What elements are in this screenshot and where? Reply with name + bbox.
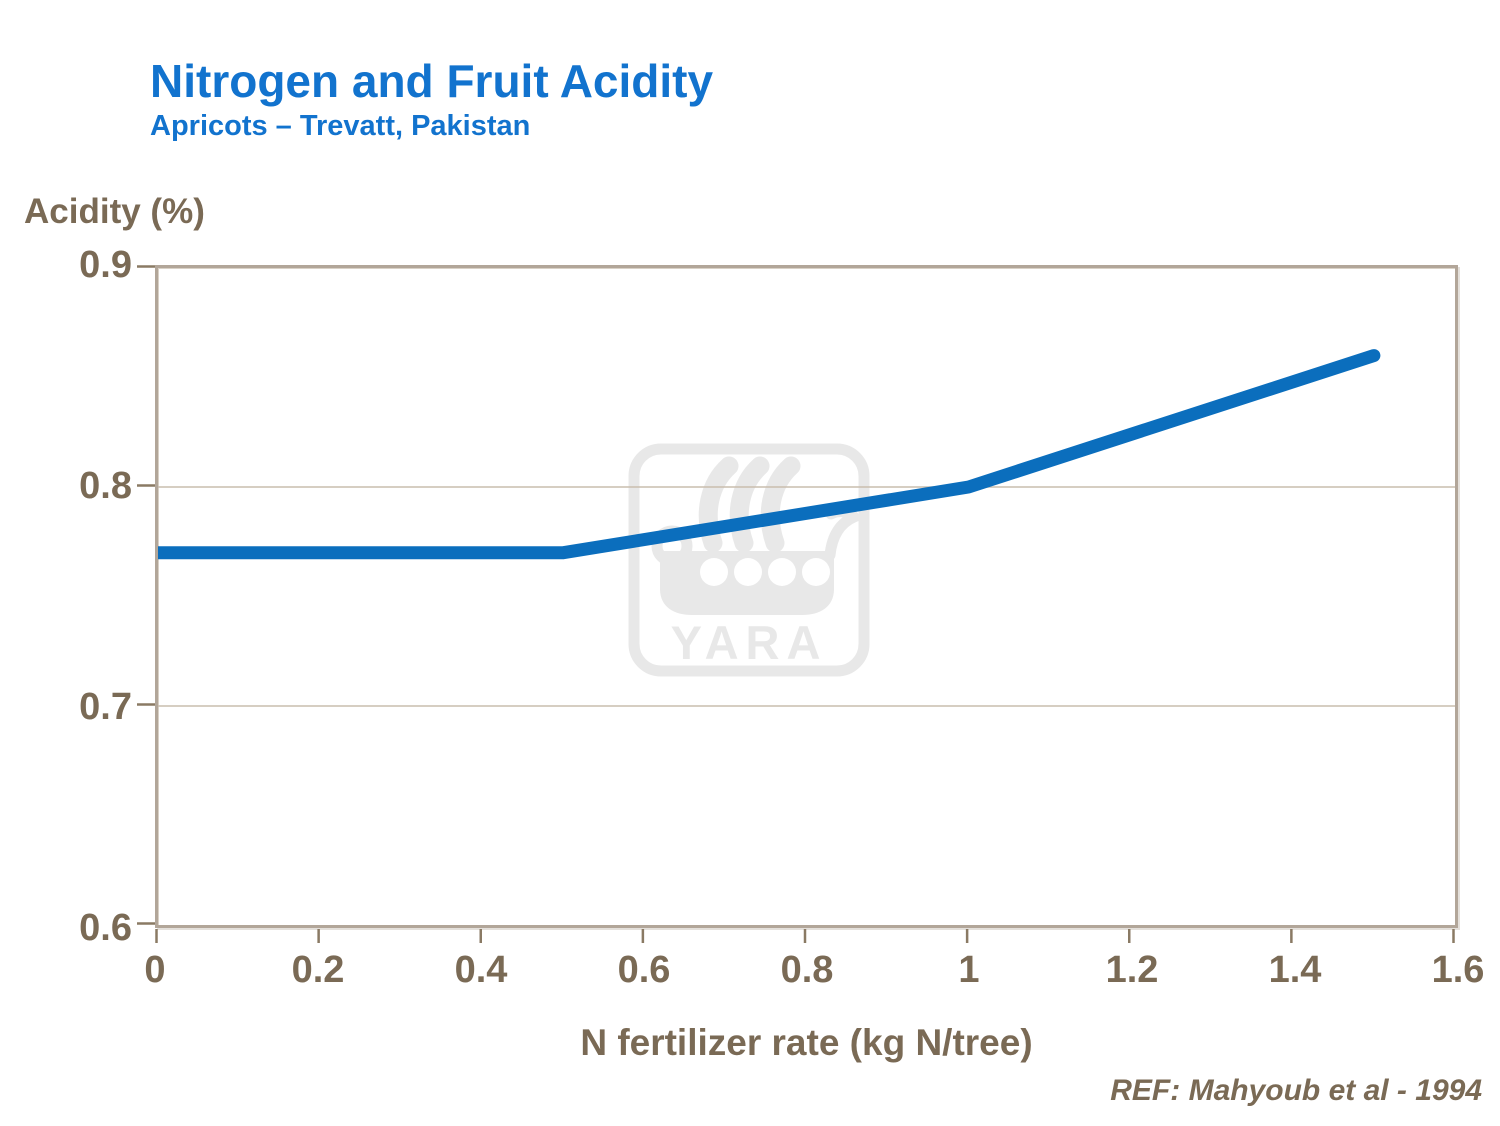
x-tick-label: 1.6 — [1431, 949, 1485, 991]
x-tick-label: 1.2 — [1105, 949, 1159, 991]
gridlines — [158, 486, 1455, 707]
page-title: Nitrogen and Fruit Acidity — [150, 55, 714, 107]
acidity-data-line — [158, 349, 1381, 560]
x-axis-title: N fertilizer rate (kg N/tree) — [580, 1022, 1033, 1063]
x-tick-label: 1 — [958, 949, 980, 991]
y-tick-label: 0.8 — [79, 465, 132, 507]
x-tick-label: 0 — [144, 949, 166, 991]
x-tick-label: 0.4 — [454, 949, 508, 991]
y-tick-label: 0.9 — [79, 244, 132, 286]
plot-area — [155, 265, 1458, 928]
x-tick-label: 0.8 — [780, 949, 834, 991]
x-tick-label: 0.6 — [617, 949, 671, 991]
x-tick-label: 0.2 — [291, 949, 345, 991]
page-subtitle: Apricots – Trevatt, Pakistan — [150, 110, 531, 142]
x-tick-label: 1.4 — [1268, 949, 1322, 991]
watermark-text: YARA — [671, 616, 828, 669]
watermark-frame — [628, 443, 870, 677]
y-tick-label: 0.7 — [79, 686, 132, 728]
chart-plot — [158, 349, 1455, 707]
y-axis-title: Acidity (%) — [24, 192, 205, 231]
y-tick-label: 0.6 — [79, 907, 132, 949]
reference-citation: REF: Mahyoub et al - 1994 — [1110, 1074, 1482, 1107]
